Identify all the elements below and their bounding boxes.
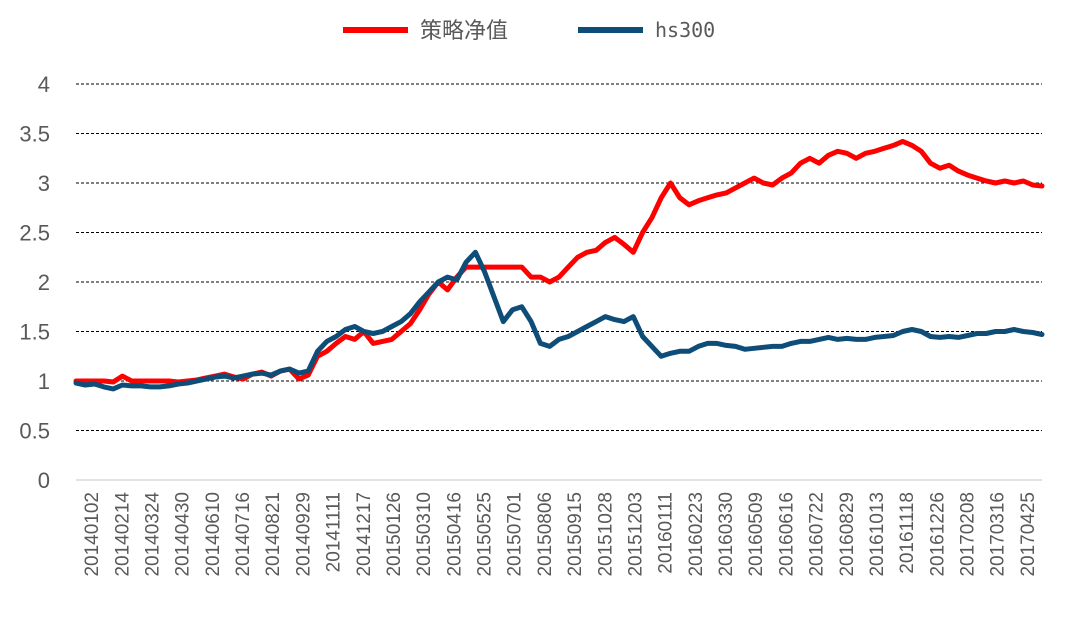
y-axis-ticks: 0 0.5 1 1.5 2 2.5 3 3.5 4 bbox=[19, 72, 50, 493]
y-tick-label: 1.5 bbox=[19, 320, 50, 345]
x-tick-label: 20161013 bbox=[867, 492, 888, 577]
x-tick-label: 20140821 bbox=[263, 492, 284, 577]
y-tick-label: 4 bbox=[38, 72, 50, 97]
x-tick-label: 20150525 bbox=[475, 492, 496, 577]
series-line-strategy bbox=[73, 138, 1045, 385]
y-tick-label: 1 bbox=[38, 369, 50, 394]
x-tick-label: 20140324 bbox=[142, 492, 163, 577]
legend-label-hs300: hs300 bbox=[655, 18, 715, 42]
x-tick-label: 20150915 bbox=[565, 492, 586, 577]
x-tick-label: 20150126 bbox=[384, 492, 405, 577]
x-tick-label: 20170425 bbox=[1018, 492, 1039, 577]
legend-item-strategy: 策略净值 bbox=[343, 19, 508, 44]
x-tick-label: 20150806 bbox=[535, 492, 556, 577]
x-tick-label: 20140430 bbox=[173, 492, 194, 577]
x-tick-label: 20141217 bbox=[354, 492, 375, 577]
x-tick-label: 20160111 bbox=[656, 492, 677, 574]
x-tick-label: 20160509 bbox=[746, 492, 767, 577]
y-tick-label: 3 bbox=[38, 171, 50, 196]
x-tick-label: 20140610 bbox=[203, 492, 224, 577]
x-tick-label: 20161226 bbox=[927, 492, 948, 577]
x-tick-label: 20140929 bbox=[293, 492, 314, 577]
x-tick-label: 20161118 bbox=[897, 492, 918, 574]
y-tick-label: 3.5 bbox=[19, 122, 50, 147]
x-tick-label: 20170316 bbox=[988, 492, 1009, 577]
legend-item-hs300: hs300 bbox=[578, 18, 715, 42]
x-tick-label: 20150416 bbox=[444, 492, 465, 577]
y-tick-label: 0.5 bbox=[19, 419, 50, 444]
x-tick-label: 20160223 bbox=[686, 492, 707, 577]
x-tick-label: 20141111 bbox=[324, 492, 345, 572]
y-tick-label: 2.5 bbox=[19, 221, 50, 246]
y-tick-label: 0 bbox=[38, 468, 50, 493]
series-lines bbox=[73, 138, 1045, 392]
y-tick-label: 2 bbox=[38, 270, 50, 295]
chart-legend: 策略净值 hs300 bbox=[343, 18, 715, 44]
x-axis-ticks: 20140102 20140214 20140324 20140430 20140610… bbox=[82, 492, 1039, 577]
x-tick-label: 20151028 bbox=[595, 492, 616, 577]
x-tick-label: 20150701 bbox=[505, 492, 526, 577]
x-tick-label: 20150310 bbox=[414, 492, 435, 577]
x-tick-label: 20160722 bbox=[807, 492, 828, 577]
x-tick-label: 20160829 bbox=[837, 492, 858, 577]
x-tick-label: 20151203 bbox=[625, 492, 646, 577]
x-tick-label: 20140214 bbox=[112, 492, 133, 577]
x-tick-label: 20160616 bbox=[776, 492, 797, 577]
x-tick-label: 20140102 bbox=[82, 492, 103, 577]
x-tick-label: 20170208 bbox=[958, 492, 979, 577]
legend-label-strategy: 策略净值 bbox=[420, 19, 508, 44]
series-line-hs300 bbox=[73, 249, 1045, 392]
grid-lines bbox=[76, 83, 1042, 481]
x-tick-label: 20140716 bbox=[233, 492, 254, 577]
x-tick-label: 20160330 bbox=[716, 492, 737, 577]
